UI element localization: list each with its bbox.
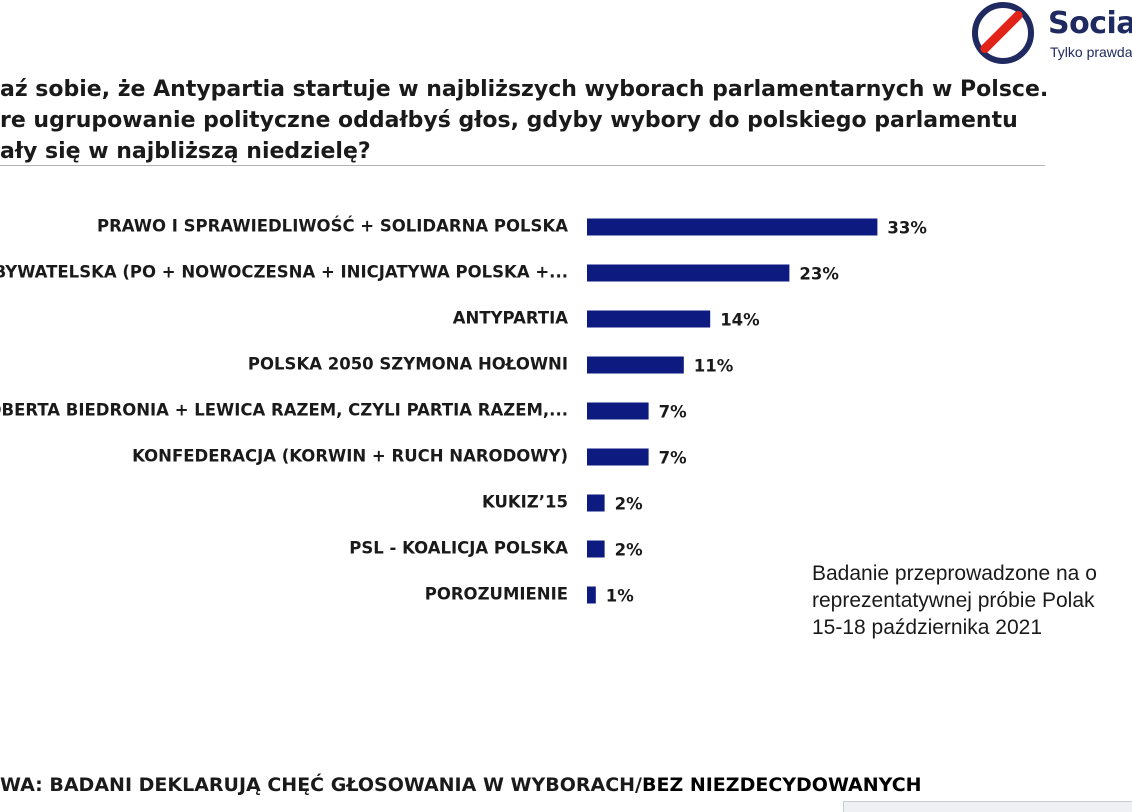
bar — [587, 310, 711, 328]
data-label: 1% — [606, 587, 634, 606]
bar — [587, 402, 649, 420]
logo-tagline: Tylko prawda — [1050, 44, 1132, 60]
survey-note: Badanie przeprowadzone na o reprezentaty… — [812, 560, 1132, 641]
title-line-1: aź sobie, że Antypartia startuje w najbl… — [0, 77, 1049, 102]
category-label: A ROBERTA BIEDRONIA + LEWICA RAZEM, CZYL… — [0, 401, 568, 420]
data-label: 2% — [615, 495, 643, 514]
survey-note-line-3: 15-18 października 2021 — [812, 616, 1042, 639]
bar — [587, 540, 605, 558]
category-label: POROZUMIENIE — [425, 585, 568, 604]
logo-circle-icon — [972, 2, 1034, 64]
data-label: 14% — [720, 311, 760, 330]
footer-text: WA: BADANI DEKLARUJĄ CHĘĆ GŁOSOWANIA W W… — [0, 774, 642, 796]
bar — [587, 494, 605, 512]
brand-logo: Socia Tylko prawda — [970, 0, 1132, 76]
data-label: 2% — [615, 541, 643, 560]
bar-chart: PRAWO I SPRAWIEDLIWOŚĆ + SOLIDARNA POLSK… — [0, 217, 927, 606]
category-label: KONFEDERACJA (KORWIN + RUCH NARODOWY) — [132, 447, 568, 466]
title-line-3: ały się w najbliższą niedzielę? — [0, 139, 371, 164]
data-label: 23% — [799, 265, 839, 284]
chart-question-title: aź sobie, że Antypartia startuje w najbl… — [0, 74, 1049, 167]
category-label: ANTYPARTIA — [453, 309, 568, 328]
data-label: 11% — [694, 357, 734, 376]
bar — [587, 586, 596, 604]
category-label: KUKIZ’15 — [482, 493, 568, 512]
survey-note-line-1: Badanie przeprowadzone na o — [812, 562, 1097, 585]
footer-caption: WA: BADANI DEKLARUJĄ CHĘĆ GŁOSOWANIA W W… — [0, 774, 922, 796]
data-label: 7% — [659, 449, 687, 468]
category-label: PSL - KOALICJA POLSKA — [349, 539, 568, 558]
title-line-2: re ugrupowanie polityczne oddałbyś głos,… — [0, 108, 1018, 133]
bar — [587, 356, 684, 374]
bar — [587, 218, 878, 236]
category-label: A OBYWATELSKA (PO + NOWOCZESNA + INICJAT… — [0, 263, 568, 282]
data-label: 33% — [887, 219, 927, 238]
window-corner-strip — [843, 801, 1132, 812]
bar — [587, 264, 790, 282]
title-divider — [0, 165, 1045, 166]
footer-bold-text: BEZ NIEZDECYDOWANYCH — [641, 774, 922, 796]
category-label: POLSKA 2050 SZYMONA HOŁOWNI — [248, 355, 568, 374]
data-label: 7% — [659, 403, 687, 422]
category-label: PRAWO I SPRAWIEDLIWOŚĆ + SOLIDARNA POLSK… — [97, 217, 568, 236]
survey-note-line-2: reprezentatywnej próbie Polak — [812, 589, 1095, 612]
bar — [587, 448, 649, 466]
logo-wordmark: Socia — [1048, 6, 1132, 41]
